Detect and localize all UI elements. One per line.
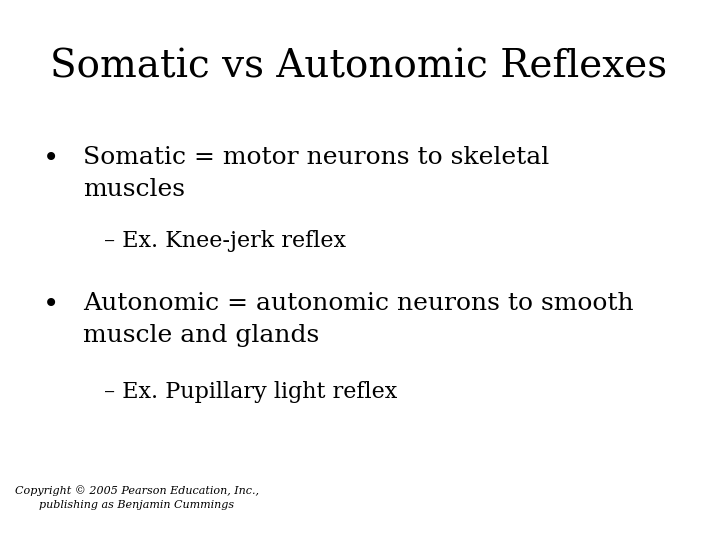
- Text: Autonomic = autonomic neurons to smooth
muscle and glands: Autonomic = autonomic neurons to smooth …: [83, 292, 634, 347]
- Text: •: •: [43, 292, 60, 319]
- Text: Somatic vs Autonomic Reflexes: Somatic vs Autonomic Reflexes: [50, 49, 667, 86]
- Text: •: •: [43, 146, 60, 173]
- Text: Copyright © 2005 Pearson Education, Inc.,
publishing as Benjamin Cummings: Copyright © 2005 Pearson Education, Inc.…: [15, 485, 258, 510]
- Text: – Ex. Knee-jerk reflex: – Ex. Knee-jerk reflex: [104, 230, 346, 252]
- Text: – Ex. Pupillary light reflex: – Ex. Pupillary light reflex: [104, 381, 397, 403]
- Text: Somatic = motor neurons to skeletal
muscles: Somatic = motor neurons to skeletal musc…: [83, 146, 549, 201]
